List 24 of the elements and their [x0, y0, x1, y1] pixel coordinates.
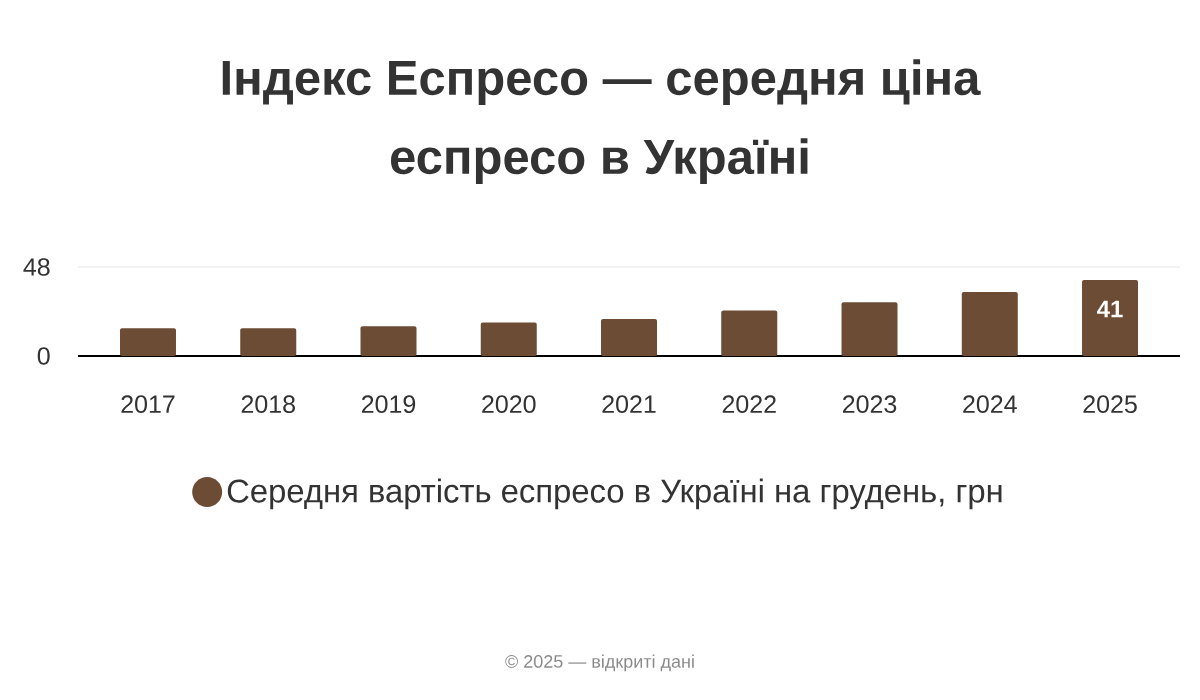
legend-label: Середня вартість еспресо в Україні на грудень, грн [227, 478, 1002, 510]
y-tick-label: 0 [37, 347, 50, 365]
x-tick-label: 2023 [842, 395, 897, 414]
x-tick-label: 2019 [361, 395, 416, 414]
bar [119, 328, 176, 356]
x-tick-label: 2024 [963, 395, 1017, 414]
bar [601, 318, 658, 356]
x-tick-label: 2017 [121, 395, 175, 414]
x-tick-label: 2021 [602, 395, 656, 414]
x-tick-label: 2020 [482, 395, 536, 414]
bar [1082, 279, 1139, 356]
y-tick-label: 48 [23, 258, 50, 276]
x-tick-label: 2022 [722, 395, 776, 414]
bar [841, 302, 898, 356]
bar [360, 326, 417, 356]
data-label: 41 [1097, 300, 1123, 318]
chart-title: Індекс Еспресо — середня ціна еспресо в Україні [222, 59, 981, 184]
bar [480, 322, 537, 356]
bar [961, 292, 1018, 356]
bar [240, 328, 297, 356]
text: © 2025 — відкриті дані [505, 654, 694, 672]
bar [721, 310, 778, 356]
x-tick-label: 2018 [241, 395, 295, 414]
x-tick-label: 2025 [1083, 395, 1137, 414]
